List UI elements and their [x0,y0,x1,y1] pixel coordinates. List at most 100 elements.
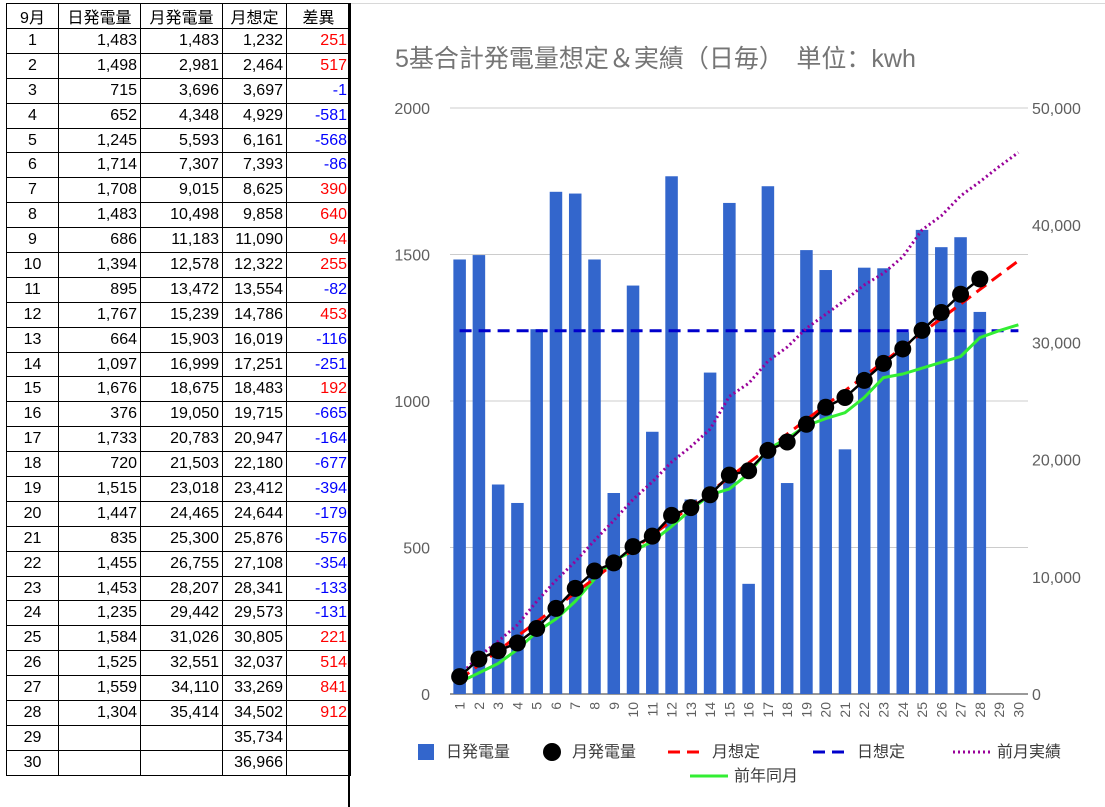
cell-monthly-generation[interactable]: 34,110 [140,675,223,702]
cell-difference[interactable]: -251 [286,351,351,378]
cell-daily-generation[interactable]: 1,498 [58,52,141,79]
cell-monthly-target[interactable]: 25,876 [222,525,287,552]
header-daily-generation[interactable]: 日発電量 [58,3,141,29]
header-monthly-target[interactable]: 月想定 [222,3,287,29]
cell-day[interactable]: 10 [6,252,59,278]
cell-monthly-generation[interactable]: 1,483 [140,28,223,54]
cell-day[interactable]: 17 [6,426,59,453]
cell-monthly-target[interactable]: 36,966 [222,749,287,776]
cell-daily-generation[interactable]: 1,708 [58,177,141,204]
cell-difference[interactable]: -394 [286,476,351,502]
cell-daily-generation[interactable]: 1,733 [58,426,141,453]
cell-monthly-generation[interactable]: 26,755 [140,550,223,577]
cell-day[interactable]: 20 [6,500,59,527]
cell-monthly-generation[interactable]: 18,675 [140,376,223,403]
cell-monthly-target[interactable]: 34,502 [222,700,287,726]
cell-day[interactable]: 16 [6,401,59,428]
cell-monthly-target[interactable]: 1,232 [222,28,287,54]
cell-day[interactable]: 3 [6,77,59,104]
cell-monthly-generation[interactable]: 12,578 [140,252,223,278]
cell-day[interactable]: 24 [6,600,59,627]
cell-monthly-generation[interactable]: 15,903 [140,326,223,353]
cell-difference[interactable]: -677 [286,451,351,478]
cell-monthly-target[interactable]: 23,412 [222,476,287,502]
cell-monthly-generation[interactable]: 25,300 [140,525,223,552]
cell-difference[interactable]: -86 [286,152,351,179]
cell-day[interactable]: 15 [6,376,59,403]
cell-day[interactable]: 11 [6,276,59,303]
cell-monthly-target[interactable]: 6,161 [222,127,287,154]
cell-daily-generation[interactable]: 1,304 [58,700,141,726]
cell-monthly-generation[interactable]: 4,348 [140,102,223,129]
cell-monthly-target[interactable]: 8,625 [222,177,287,204]
cell-difference[interactable]: 221 [286,625,351,652]
cell-daily-generation[interactable]: 1,394 [58,252,141,278]
cell-day[interactable]: 21 [6,525,59,552]
cell-day[interactable]: 9 [6,227,59,254]
cell-monthly-target[interactable]: 17,251 [222,351,287,378]
cell-day[interactable]: 4 [6,102,59,129]
cell-daily-generation[interactable]: 652 [58,102,141,129]
cell-monthly-target[interactable]: 19,715 [222,401,287,428]
cell-daily-generation[interactable]: 1,525 [58,650,141,677]
cell-difference[interactable]: -131 [286,600,351,627]
cell-day[interactable]: 25 [6,625,59,652]
cell-difference[interactable]: 251 [286,28,351,54]
cell-monthly-generation[interactable]: 28,207 [140,575,223,602]
cell-monthly-generation[interactable]: 21,503 [140,451,223,478]
cell-difference[interactable]: 94 [286,227,351,254]
cell-daily-generation[interactable]: 835 [58,525,141,552]
cell-monthly-generation[interactable]: 19,050 [140,401,223,428]
cell-difference[interactable]: -576 [286,525,351,552]
cell-monthly-generation[interactable]: 13,472 [140,276,223,303]
cell-monthly-target[interactable]: 9,858 [222,202,287,229]
cell-day[interactable]: 14 [6,351,59,378]
cell-day[interactable]: 26 [6,650,59,677]
cell-difference[interactable]: -116 [286,326,351,353]
cell-monthly-target[interactable]: 32,037 [222,650,287,677]
cell-monthly-generation[interactable]: 11,183 [140,227,223,254]
cell-monthly-target[interactable]: 27,108 [222,550,287,577]
cell-difference[interactable]: 912 [286,700,351,726]
cell-difference[interactable]: 514 [286,650,351,677]
cell-monthly-generation[interactable]: 32,551 [140,650,223,677]
cell-monthly-target[interactable]: 30,805 [222,625,287,652]
cell-daily-generation[interactable]: 1,483 [58,202,141,229]
cell-difference[interactable]: 255 [286,252,351,278]
cell-monthly-target[interactable]: 20,947 [222,426,287,453]
cell-day[interactable]: 23 [6,575,59,602]
cell-day[interactable]: 6 [6,152,59,179]
cell-monthly-target[interactable]: 13,554 [222,276,287,303]
cell-daily-generation[interactable]: 1,245 [58,127,141,154]
cell-monthly-generation[interactable]: 29,442 [140,600,223,627]
cell-daily-generation[interactable]: 715 [58,77,141,104]
cell-day[interactable]: 2 [6,52,59,79]
cell-day[interactable]: 7 [6,177,59,204]
cell-daily-generation[interactable] [58,749,141,776]
cell-difference[interactable]: -133 [286,575,351,602]
cell-daily-generation[interactable]: 1,455 [58,550,141,577]
cell-difference[interactable]: 841 [286,675,351,702]
cell-monthly-target[interactable]: 16,019 [222,326,287,353]
cell-difference[interactable]: 453 [286,301,351,328]
cell-monthly-target[interactable]: 4,929 [222,102,287,129]
cell-difference[interactable]: -82 [286,276,351,303]
cell-monthly-target[interactable]: 24,644 [222,500,287,527]
cell-monthly-generation[interactable]: 7,307 [140,152,223,179]
cell-daily-generation[interactable]: 1,453 [58,575,141,602]
cell-monthly-generation[interactable]: 23,018 [140,476,223,502]
header-month[interactable]: 9月 [6,3,59,29]
cell-difference[interactable]: -1 [286,77,351,104]
cell-monthly-generation[interactable] [140,724,223,751]
cell-daily-generation[interactable] [58,724,141,751]
cell-day[interactable]: 22 [6,550,59,577]
cell-monthly-generation[interactable]: 24,465 [140,500,223,527]
cell-monthly-generation[interactable]: 10,498 [140,202,223,229]
cell-day[interactable]: 1 [6,28,59,54]
header-difference[interactable]: 差異 [286,3,351,29]
cell-monthly-target[interactable]: 22,180 [222,451,287,478]
cell-daily-generation[interactable]: 664 [58,326,141,353]
cell-daily-generation[interactable]: 686 [58,227,141,254]
cell-difference[interactable]: -665 [286,401,351,428]
cell-monthly-generation[interactable]: 5,593 [140,127,223,154]
